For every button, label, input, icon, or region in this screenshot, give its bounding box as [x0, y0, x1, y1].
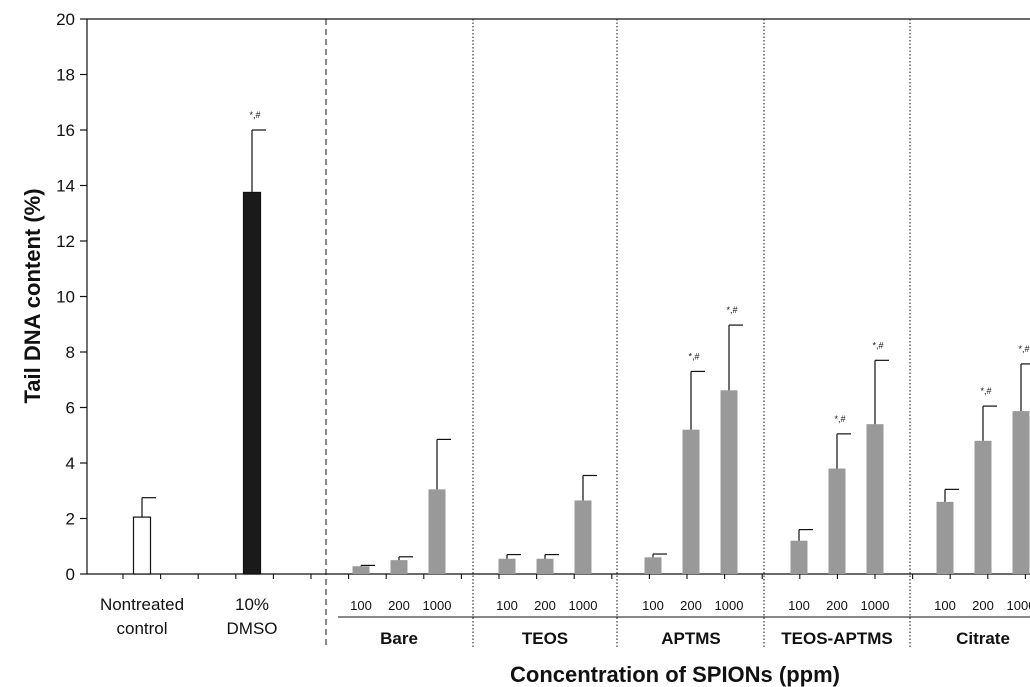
concentration-label: 100: [496, 598, 518, 613]
concentration-label: 200: [826, 598, 848, 613]
concentration-label: 1000: [423, 598, 452, 613]
concentration-label: 1000: [715, 598, 744, 613]
category-label: control: [116, 619, 167, 638]
bar-teos-1000: [574, 500, 592, 574]
group-label: Bare: [380, 629, 418, 648]
y-tick-label: 14: [56, 177, 75, 196]
concentration-label: 200: [972, 598, 994, 613]
concentration-label: 200: [388, 598, 410, 613]
bar-teos-aptms-1000: [866, 424, 884, 574]
bar-teos-100: [498, 558, 516, 574]
significance-label: *,#: [980, 386, 991, 396]
x-ticks: [122, 574, 1026, 579]
y-tick-label: 6: [66, 399, 75, 418]
bar-control: [242, 191, 262, 575]
bar-citrate-100: [936, 501, 954, 574]
y-tick-label: 10: [56, 288, 75, 307]
y-tick-label: 12: [56, 232, 75, 251]
concentration-label: 100: [788, 598, 810, 613]
concentration-label: 100: [934, 598, 956, 613]
y-tick-label: 4: [66, 454, 75, 473]
concentration-label: 100: [642, 598, 664, 613]
bar-bare-100: [352, 566, 370, 574]
group-label: Citrate: [956, 629, 1010, 648]
axes: [86, 18, 1030, 575]
category-label: 10%: [235, 595, 269, 614]
x-axis-title: Concentration of SPIONs (ppm): [510, 662, 840, 687]
significance-label: *,#: [249, 110, 260, 120]
concentration-label: 1000: [569, 598, 598, 613]
bar-aptms-100: [644, 557, 662, 574]
group-label: APTMS: [661, 629, 721, 648]
bar-control: [132, 516, 152, 575]
concentration-label: 200: [680, 598, 702, 613]
y-ticks: 0 2 4 6 8 10 12 14 16 18 20: [56, 10, 87, 584]
bar-teos-200: [536, 558, 554, 574]
group-separators: [325, 19, 911, 648]
error-bars: [141, 129, 1030, 567]
significance-label: *,#: [688, 351, 699, 361]
significance-label: *,#: [834, 414, 845, 424]
y-tick-label: 0: [66, 565, 75, 584]
concentration-label: 1000: [1007, 598, 1030, 613]
y-tick-label: 16: [56, 121, 75, 140]
bar-aptms-200: [682, 429, 700, 574]
bar-bare-1000: [428, 489, 446, 574]
significance-labels: *,# *,# *,# *,# *,# *,# *,#: [249, 110, 1029, 424]
x-labels: Nontreated control 10% DMSO 100 200 1000 Bare 10…: [100, 595, 1030, 648]
group-label: TEOS: [522, 629, 568, 648]
y-tick-label: 18: [56, 66, 75, 85]
y-axis-title: Tail DNA content (%): [20, 188, 45, 403]
category-label: DMSO: [227, 619, 278, 638]
bar-citrate-200: [974, 440, 992, 574]
significance-label: *,#: [726, 305, 737, 315]
significance-label: *,#: [1018, 344, 1029, 354]
bar-bare-200: [390, 560, 408, 574]
bar-aptms-1000: [720, 390, 738, 574]
y-tick-label: 2: [66, 510, 75, 529]
bar-teos-aptms-200: [828, 468, 846, 574]
group-label: TEOS-APTMS: [781, 629, 892, 648]
bar-teos-aptms-100: [790, 540, 808, 574]
concentration-label: 100: [350, 598, 372, 613]
bar-citrate-1000: [1012, 411, 1030, 574]
category-label: Nontreated: [100, 595, 184, 614]
concentration-label: 200: [534, 598, 556, 613]
y-tick-label: 20: [56, 10, 75, 29]
significance-label: *,#: [872, 340, 883, 350]
y-tick-label: 8: [66, 343, 75, 362]
bars: [132, 191, 1030, 575]
concentration-label: 1000: [861, 598, 890, 613]
